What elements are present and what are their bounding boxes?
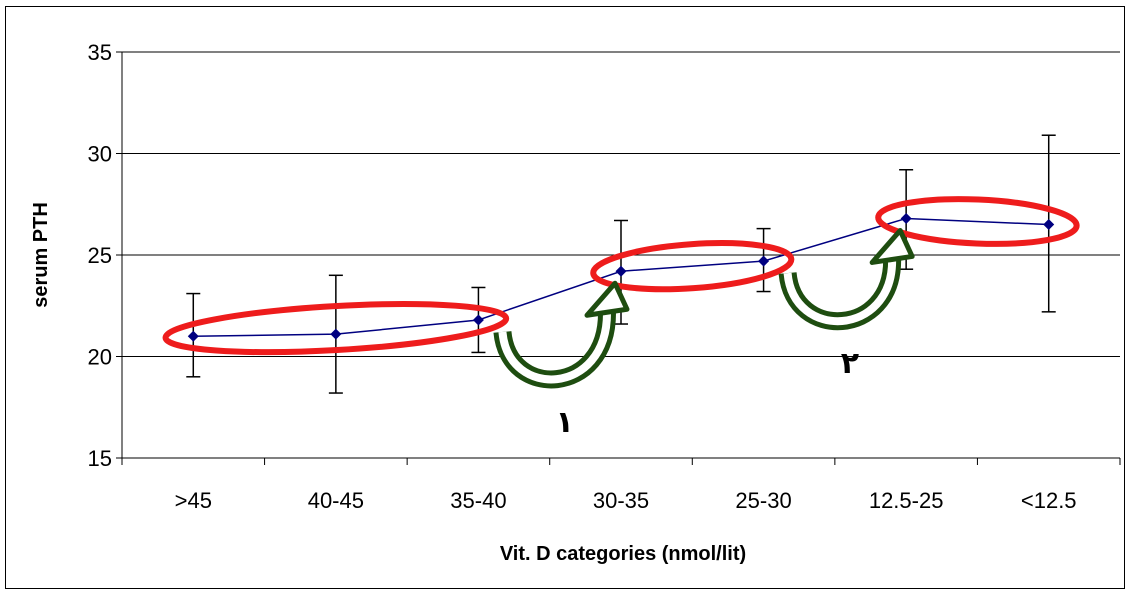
data-point [900,212,912,224]
y-tick-label: 35 [88,40,112,65]
y-axis-title: serum PTH [30,202,52,308]
data-point [330,328,342,340]
highlight-ellipse-3 [875,196,1080,247]
data-markers [187,212,1055,342]
arrow-inner [783,260,897,326]
y-tick-label: 30 [88,142,112,167]
y-tick-label: 20 [88,345,112,370]
data-point [472,314,484,326]
x-tick-label: 12.5-25 [869,488,944,513]
x-tick-labels: >45 40-45 35-40 30-35 25-30 12.5-25 <12.5 [175,488,1077,513]
y-tick-label: 15 [88,446,112,471]
annotation-arrows: ١٢ [493,227,915,440]
axes [121,52,1121,465]
chart-frame [5,6,1125,589]
x-tick-label: >45 [175,488,212,513]
data-point [615,265,627,277]
x-tick-label: <12.5 [1021,488,1077,513]
x-tick-label: 40-45 [308,488,364,513]
y-tick-label: 25 [88,243,112,268]
highlight-ellipse-2 [590,240,795,293]
x-tick-label: 30-35 [593,488,649,513]
arrow-inner [498,313,611,384]
data-point [758,255,770,267]
highlight-ellipse-1 [162,301,510,356]
x-tick-label: 25-30 [735,488,791,513]
y-tick-labels: 15 20 25 30 35 [88,40,112,471]
x-tick-label: 35-40 [450,488,506,513]
arrow-head [584,280,630,318]
error-bars [186,134,1056,394]
data-point [1043,219,1055,231]
annotation-label-2: ٢ [841,346,859,381]
highlight-ellipses [162,196,1080,356]
x-axis-title: Vit. D categories (nmol/lit) [500,543,746,565]
annotation-label-1: ١ [556,405,574,440]
arrow-head [869,227,915,265]
data-point [187,330,199,342]
